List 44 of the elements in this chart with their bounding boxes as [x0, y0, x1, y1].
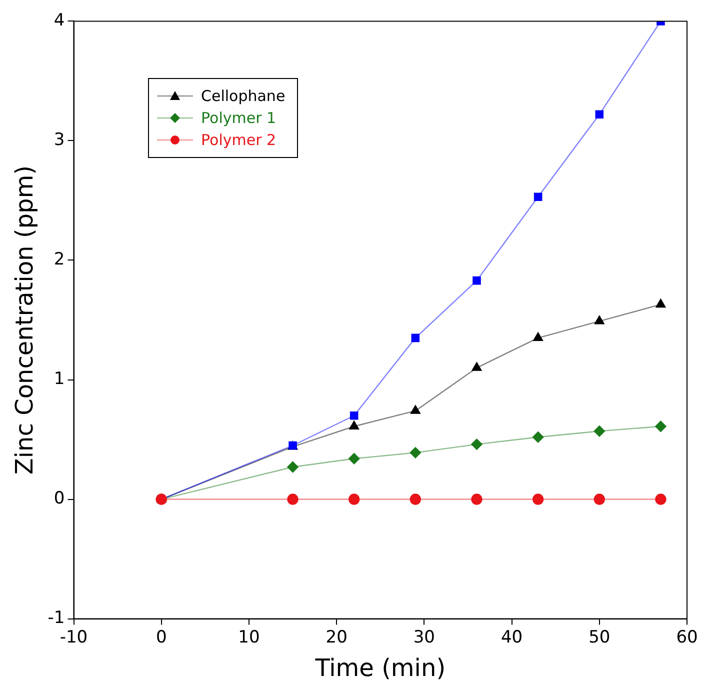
y-tick-label: -1	[48, 608, 65, 628]
legend-label: Polymer 2	[201, 131, 276, 149]
y-axis-title: Zinc Concentration (ppm)	[10, 165, 39, 475]
y-tick-label: 3	[54, 130, 65, 150]
x-tick-label: 20	[326, 627, 348, 648]
point	[348, 453, 360, 464]
point	[287, 461, 298, 473]
y-tick-label: 0	[54, 488, 65, 509]
legend-label: Polymer 1	[201, 109, 276, 127]
point	[595, 110, 604, 119]
point	[410, 494, 422, 505]
point	[534, 192, 542, 202]
point	[594, 494, 605, 505]
point	[472, 276, 481, 285]
point	[532, 432, 544, 443]
point	[410, 447, 422, 458]
x-tick-label: 30	[413, 627, 435, 648]
point	[594, 426, 605, 437]
point	[350, 411, 358, 420]
y-tick-label: 2	[54, 250, 65, 270]
y-tick-label: 4	[54, 10, 65, 31]
point	[594, 316, 604, 324]
x-tick-label: 40	[500, 627, 523, 648]
point	[410, 405, 420, 414]
point	[533, 332, 543, 342]
x-tick-label: -10	[60, 627, 88, 648]
point	[349, 420, 360, 430]
x-tick-label: 10	[238, 627, 260, 648]
legend-label: Cellophane	[201, 87, 286, 105]
point	[471, 494, 482, 505]
x-tick-label: 60	[676, 627, 698, 648]
x-tick-label: 50	[588, 627, 610, 648]
point	[656, 298, 666, 308]
x-tick-label: 0	[156, 627, 167, 648]
point	[348, 494, 360, 505]
point	[472, 362, 482, 371]
point	[411, 334, 420, 342]
y-tick-label: 1	[54, 369, 65, 390]
point	[655, 420, 666, 432]
point	[532, 494, 544, 505]
point	[655, 494, 666, 505]
x-axis-title: Time (min)	[314, 654, 446, 682]
point	[287, 494, 298, 505]
point	[471, 438, 482, 450]
